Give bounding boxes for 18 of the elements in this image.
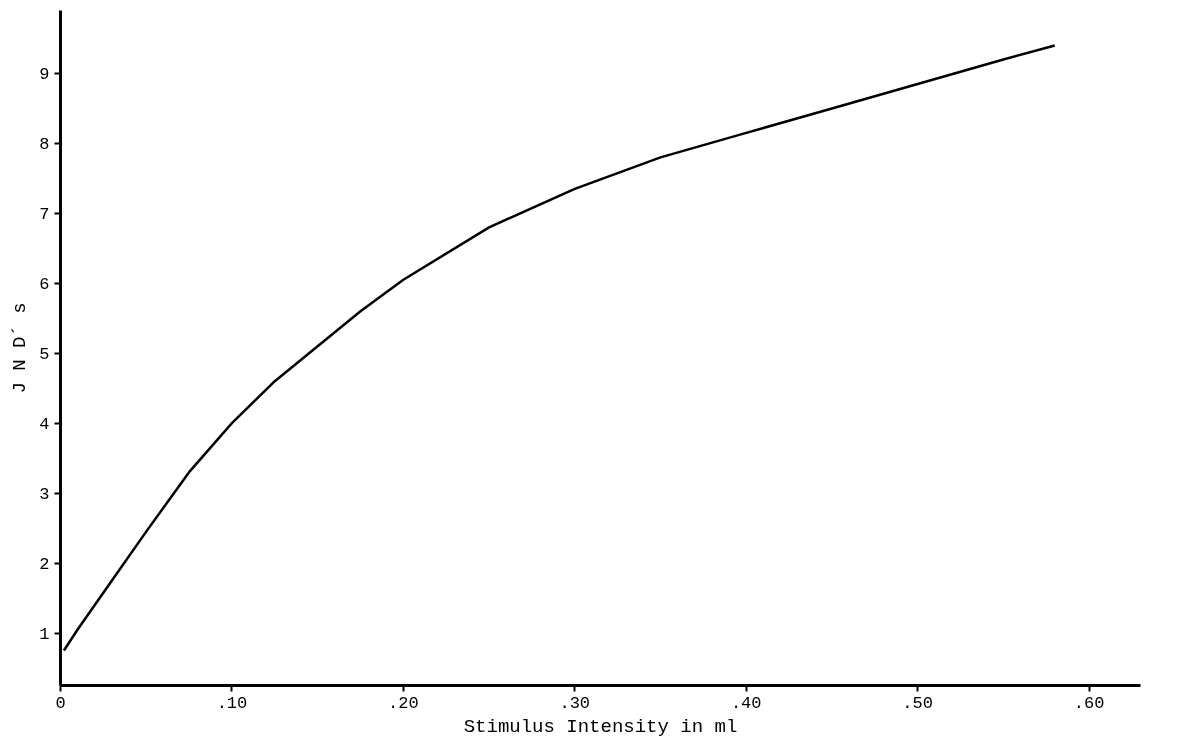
y-tick-label: 3 [39,484,50,504]
y-tick-label: 1 [39,624,50,644]
y-tick-label: 5 [39,344,50,364]
y-tick-label: 7 [39,204,50,224]
y-axis-title: J N D´ s [9,302,32,394]
y-tick-label: 8 [39,134,50,154]
x-tick-label: 0 [55,693,66,713]
x-tick-label: .10 [216,693,248,713]
x-tick-label: .30 [559,693,591,713]
y-tick-label: 4 [39,414,50,434]
y-tick-label: 9 [39,64,50,84]
x-axis-title: Stimulus Intensity in ml [463,715,738,738]
x-tick-label: .20 [388,693,419,713]
x-tick-label: .60 [1073,693,1105,713]
y-tick-label: 2 [39,554,50,574]
y-tick-label: 6 [39,274,50,294]
x-tick-label: .50 [902,693,933,713]
x-tick-label: .40 [730,693,762,713]
